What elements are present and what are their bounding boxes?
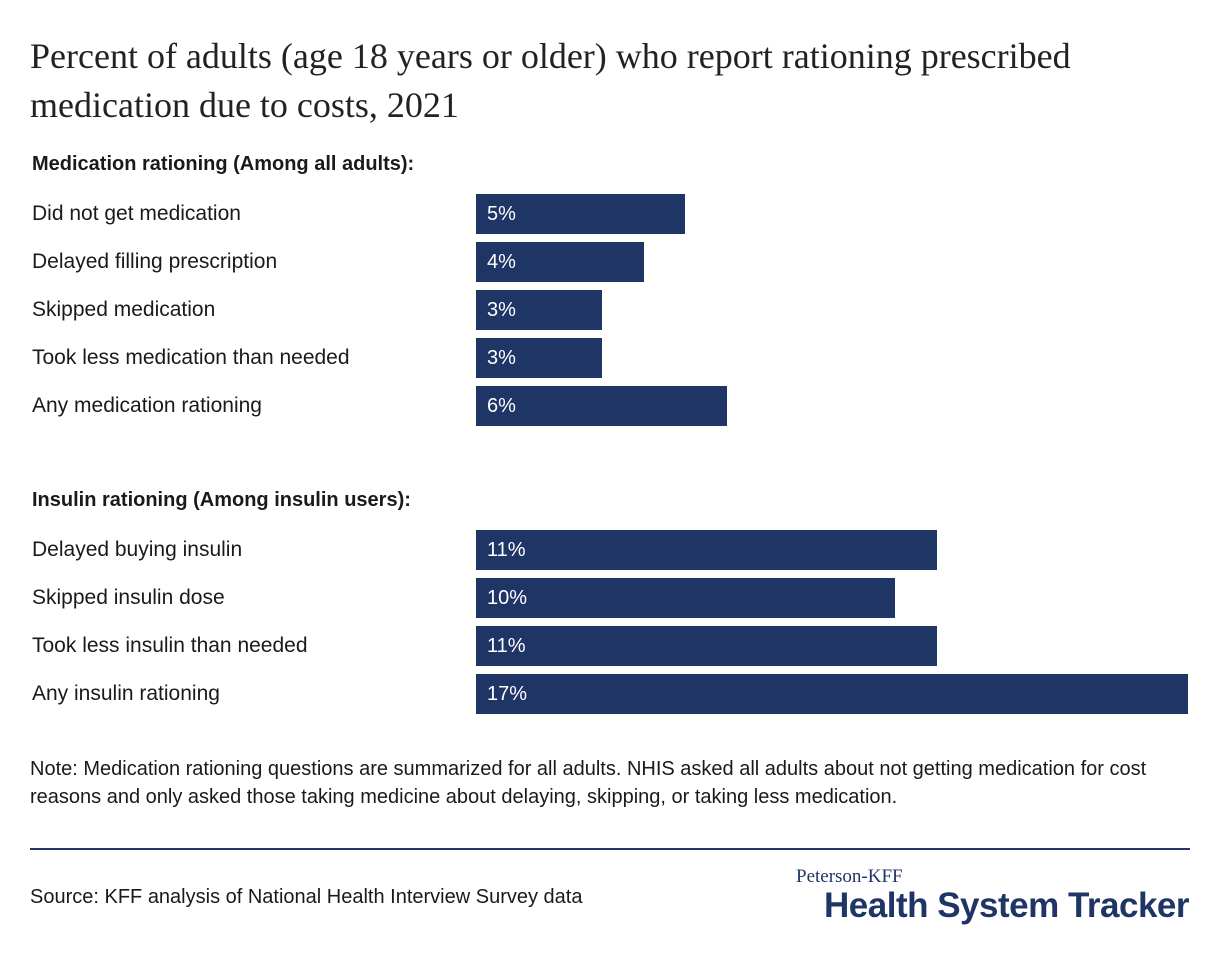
category-label: Delayed filling prescription	[32, 250, 278, 273]
bar-value-label: 5%	[487, 203, 516, 225]
bar-row: Took less insulin than needed 11%	[0, 626, 1220, 666]
bar-value-label: 10%	[487, 587, 528, 609]
category-label: Did not get medication	[32, 202, 241, 225]
bar-row: Any medication rationing 6%	[0, 386, 1220, 426]
chart-note: Note: Medication rationing questions are…	[30, 758, 1147, 808]
bar	[476, 530, 937, 570]
group-header: Insulin rationing (Among insulin users):	[32, 489, 411, 511]
bar-value-label: 4%	[487, 251, 516, 273]
category-label: Skipped medication	[32, 298, 216, 321]
footer-divider	[30, 848, 1190, 850]
bar	[476, 338, 602, 378]
bar	[476, 578, 895, 618]
bar	[476, 290, 602, 330]
group-header: Medication rationing (Among all adults):	[32, 153, 415, 175]
bar-value-label: 11%	[487, 539, 526, 561]
bar-value-label: 17%	[487, 683, 528, 705]
category-label: Took less insulin than needed	[32, 634, 308, 657]
bar-row: Did not get medication 5%	[0, 194, 1220, 234]
bar-value-label: 3%	[487, 347, 516, 369]
bar-value-label: 11%	[487, 635, 526, 657]
bar	[476, 386, 727, 426]
bar-row: Delayed buying insulin 11%	[0, 530, 1220, 570]
brand-logo-top: Peterson-KFF	[796, 866, 903, 887]
bar-row: Any insulin rationing 17%	[0, 674, 1220, 714]
bar-row: Took less medication than needed 3%	[0, 338, 1220, 378]
category-label: Any insulin rationing	[32, 682, 220, 705]
bar-row: Delayed filling prescription 4%	[0, 242, 1220, 282]
bar-value-label: 6%	[487, 395, 516, 417]
chart-source: Source: KFF analysis of National Health …	[30, 886, 583, 908]
bar-value-label: 3%	[487, 299, 516, 321]
category-label: Took less medication than needed	[32, 346, 350, 369]
category-label: Skipped insulin dose	[32, 586, 225, 609]
bar	[476, 674, 1188, 714]
category-label: Delayed buying insulin	[32, 538, 243, 561]
bar	[476, 242, 644, 282]
bar	[476, 194, 685, 234]
brand-logo-main: Health System Tracker	[824, 886, 1189, 925]
category-label: Any medication rationing	[32, 394, 262, 417]
chart-title: Percent of adults (age 18 years or older…	[30, 36, 1071, 125]
bar-row: Skipped medication 3%	[0, 290, 1220, 330]
bar-row: Skipped insulin dose 10%	[0, 578, 1220, 618]
bar	[476, 626, 937, 666]
